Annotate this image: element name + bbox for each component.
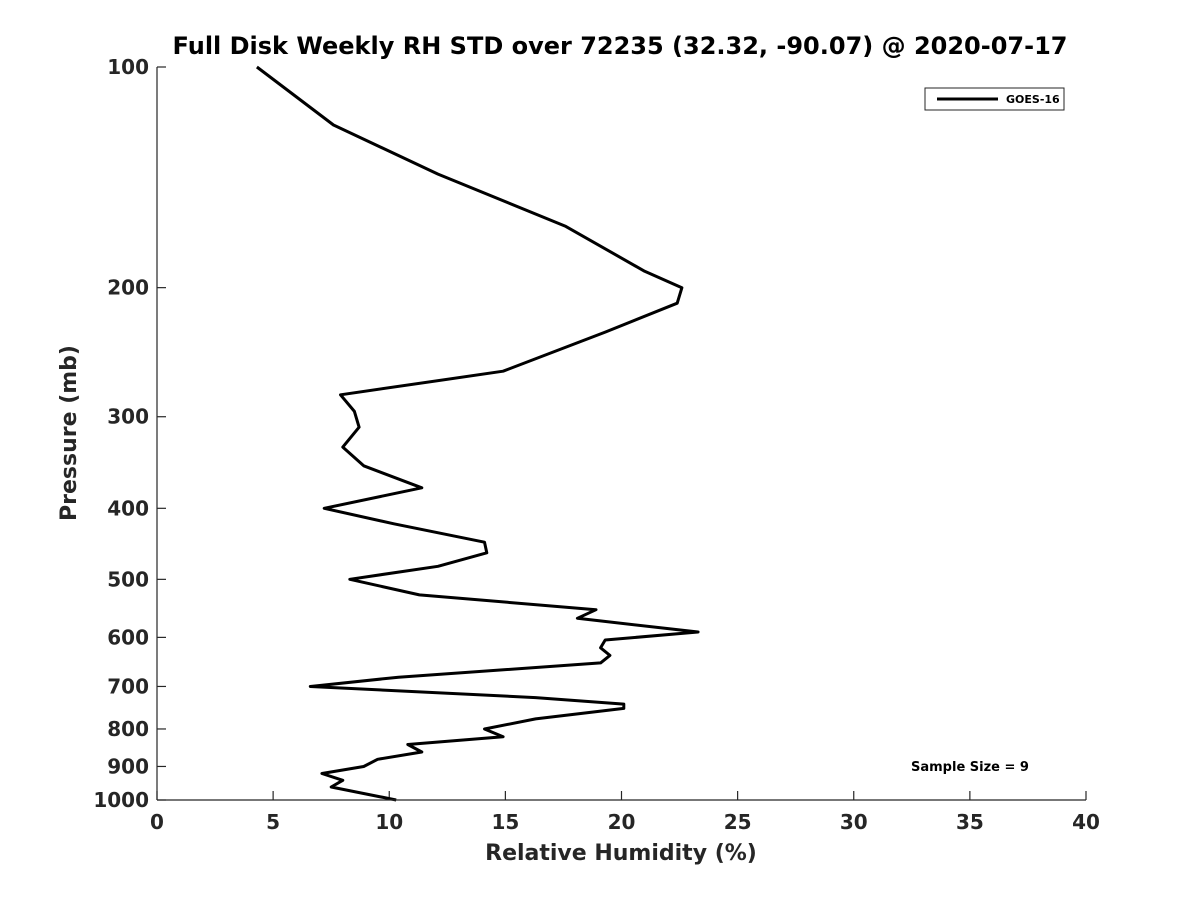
y-tick-label-700: 700 [107,674,149,698]
y-axis-label: Pressure (mb) [57,345,82,521]
y-tick-label-200: 200 [107,276,149,300]
legend: GOES-16 [924,87,1065,111]
y-tick-label-800: 800 [107,717,149,741]
y-tick-label-500: 500 [107,567,149,591]
chart-title: Full Disk Weekly RH STD over 72235 (32.3… [173,32,1068,60]
y-tick-label-300: 300 [107,405,149,429]
y-tick-label-900: 900 [107,754,149,778]
y-tick-label-600: 600 [107,625,149,649]
x-tick-label-25: 25 [724,810,752,834]
y-tick-label-1000: 1000 [93,788,149,812]
x-tick-label-0: 0 [150,810,164,834]
x-tick-label-35: 35 [956,810,984,834]
x-tick-label-30: 30 [840,810,868,834]
y-tick-label-100: 100 [107,55,149,79]
legend-label-goes-16: GOES-16 [1006,93,1060,106]
x-tick-label-20: 20 [608,810,636,834]
x-tick-label-5: 5 [266,810,280,834]
x-axis-label: Relative Humidity (%) [485,841,757,866]
x-tick-label-10: 10 [375,810,403,834]
axis-ticks [156,66,1087,801]
x-tick-label-15: 15 [491,810,519,834]
sample-size-annotation: Sample Size = 9 [911,760,1029,775]
plot-area [157,67,1086,800]
series-line-goes-16 [255,65,700,802]
tick-labels: 0 5 10 15 20 25 30 35 40 100 200 300 400 500 600 700 800… [93,55,1100,834]
x-tick-label-40: 40 [1072,810,1100,834]
y-tick-label-400: 400 [107,496,149,520]
